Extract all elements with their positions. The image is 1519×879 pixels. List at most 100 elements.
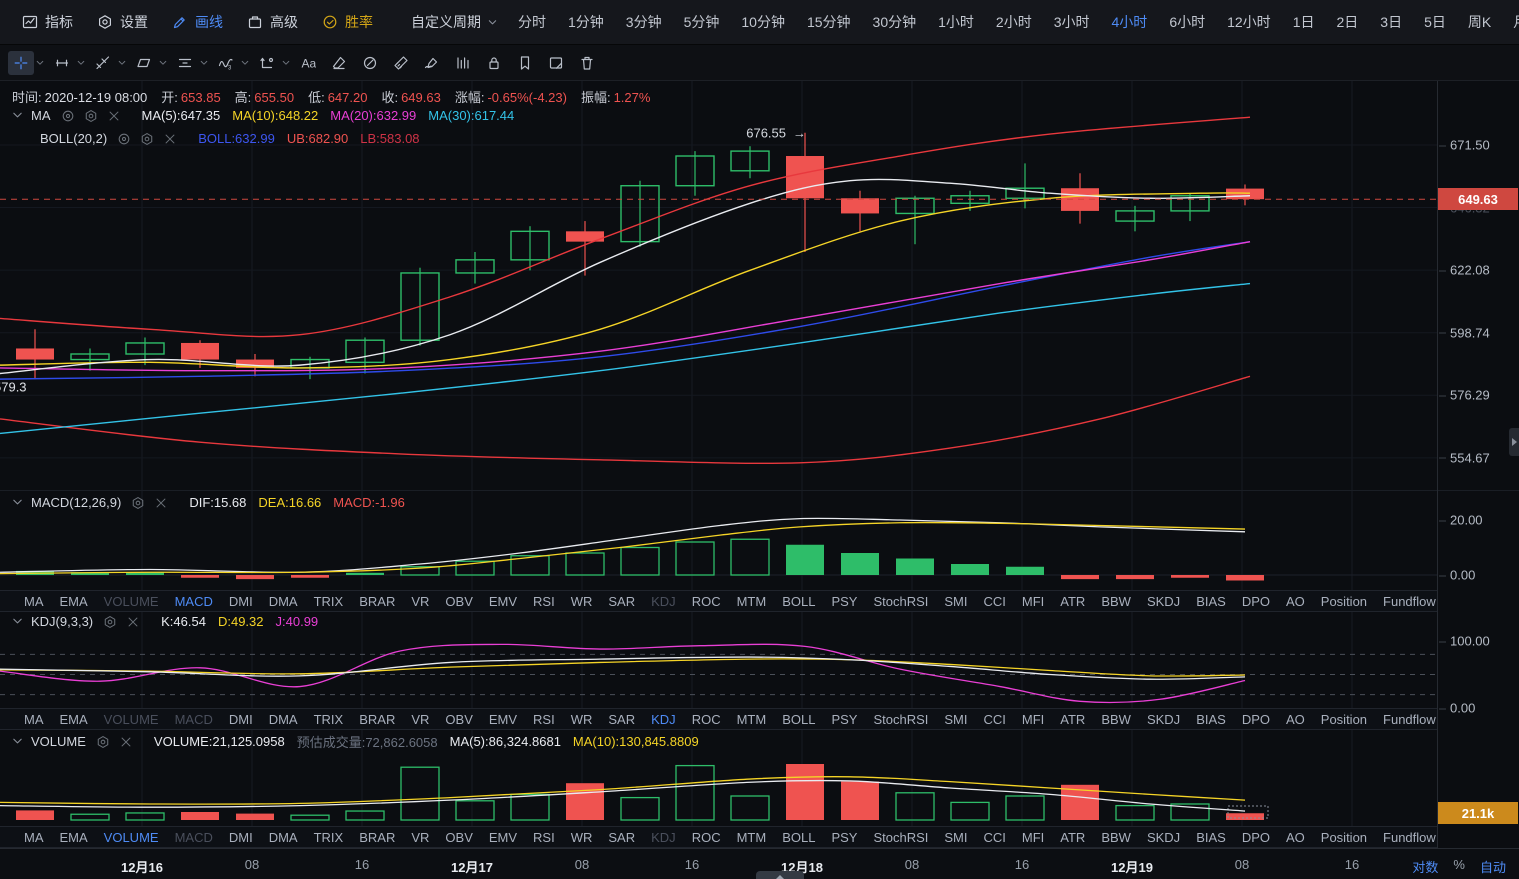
close-icon[interactable] [154,496,168,510]
dropdown-caret-icon[interactable] [159,59,167,67]
collapse-chevron-icon[interactable] [12,736,23,747]
tab-vr[interactable]: VR [411,593,430,609]
tab-ma[interactable]: MA [24,593,44,609]
collapse-chevron-icon[interactable] [12,497,23,508]
delete-tool[interactable] [574,51,600,75]
tab-volume[interactable]: VOLUME [103,829,159,845]
timeframe-月K[interactable]: 月K [1513,12,1519,32]
close-icon[interactable] [119,735,133,749]
freehand-tool[interactable] [419,51,445,75]
tab-vr[interactable]: VR [411,829,430,845]
tab-cci[interactable]: CCI [983,593,1006,609]
close-icon[interactable] [126,615,140,629]
tab-cci[interactable]: CCI [983,711,1006,727]
period-dropdown[interactable]: 自定义周期 [411,12,497,32]
dropdown-caret-icon[interactable] [77,59,85,67]
tab-brar[interactable]: BRAR [359,593,396,609]
tab-psy[interactable]: PSY [831,829,858,845]
tab-mfi[interactable]: MFI [1021,829,1045,845]
tab-smi[interactable]: SMI [944,711,968,727]
tab-bias[interactable]: BIAS [1196,829,1226,845]
tab-psy[interactable]: PSY [831,593,858,609]
parallel-lines-tool[interactable] [172,51,198,75]
tab-kdj[interactable]: KDJ [651,711,676,727]
macd-chart[interactable] [0,490,1437,590]
tab-trix[interactable]: TRIX [313,711,344,727]
tab-dma[interactable]: DMA [268,711,298,727]
tab-smi[interactable]: SMI [944,593,968,609]
tab-boll[interactable]: BOLL [782,829,816,845]
timeframe-3日[interactable]: 3日 [1380,14,1403,30]
tab-kdj[interactable]: KDJ [651,593,676,609]
tab-ema[interactable]: EMA [59,829,88,845]
tab-dmi[interactable]: DMI [228,593,253,609]
timeframe-10分钟[interactable]: 10分钟 [741,14,785,30]
tab-obv[interactable]: OBV [445,829,473,845]
timeframe-5分钟[interactable]: 5分钟 [683,14,720,30]
tab-sar[interactable]: SAR [608,711,636,727]
menu-winrate[interactable]: 胜率 [322,12,373,32]
pane-expand-handle[interactable] [1509,428,1519,456]
price-chart[interactable] [0,81,1437,490]
tab-rsi[interactable]: RSI [533,711,555,727]
dropdown-caret-icon[interactable] [282,59,290,67]
tab-stochrsi[interactable]: StochRSI [873,829,929,845]
tab-emv[interactable]: EMV [488,711,518,727]
tab-bias[interactable]: BIAS [1196,593,1226,609]
tab-dpo[interactable]: DPO [1241,593,1270,609]
tab-macd[interactable]: MACD [174,593,213,609]
tab-macd[interactable]: MACD [174,829,213,845]
scroll-to-recent-handle[interactable] [756,871,804,879]
timeframe-6小时[interactable]: 6小时 [1169,14,1206,30]
tab-wr[interactable]: WR [570,711,593,727]
tab-roc[interactable]: ROC [691,593,721,609]
tab-trix[interactable]: TRIX [313,829,344,845]
tab-mtm[interactable]: MTM [736,829,767,845]
tab-bbw[interactable]: BBW [1101,829,1131,845]
tab-ema[interactable]: EMA [59,593,88,609]
scale-control-对数[interactable]: 对数 [1412,860,1439,875]
close-icon[interactable] [107,109,121,123]
tab-skdj[interactable]: SKDJ [1146,593,1181,609]
wave-tool[interactable]: 3 [213,51,239,75]
settings-icon[interactable] [103,615,117,629]
tab-wr[interactable]: WR [570,829,593,845]
timeframe-周K[interactable]: 周K [1467,14,1492,30]
tab-atr[interactable]: ATR [1060,829,1086,845]
tab-rsi[interactable]: RSI [533,593,555,609]
tab-dma[interactable]: DMA [268,593,298,609]
tab-sar[interactable]: SAR [608,829,636,845]
tab-position[interactable]: Position [1320,711,1368,727]
kdj-chart[interactable] [0,612,1437,708]
tab-atr[interactable]: ATR [1060,711,1086,727]
visibility-icon[interactable] [117,132,131,146]
settings-icon[interactable] [84,109,98,123]
timeframe-1日[interactable]: 1日 [1292,14,1315,30]
settings-icon[interactable] [96,735,110,749]
timeframe-3小时[interactable]: 3小时 [1053,14,1090,30]
tab-bias[interactable]: BIAS [1196,711,1226,727]
eraser-tool[interactable] [326,51,352,75]
timeframe-2小时[interactable]: 2小时 [995,14,1032,30]
tab-obv[interactable]: OBV [445,711,473,727]
tab-sar[interactable]: SAR [608,593,636,609]
timeframe-1小时[interactable]: 1小时 [938,14,974,30]
tab-fundflow[interactable]: Fundflow [1383,829,1436,845]
text-tool[interactable]: Aa [295,51,321,75]
dropdown-caret-icon[interactable] [241,59,249,67]
timeframe-分时[interactable]: 分时 [518,14,546,30]
timeframe-2日[interactable]: 2日 [1336,14,1359,30]
crosshair-tool[interactable] [8,50,34,75]
timeframe-1分钟[interactable]: 1分钟 [568,14,604,30]
menu-briefcase[interactable]: 高级 [247,12,298,32]
tab-stochrsi[interactable]: StochRSI [873,593,929,609]
tab-brar[interactable]: BRAR [359,711,396,727]
bookmark-tool[interactable] [512,51,538,75]
tab-dpo[interactable]: DPO [1241,711,1270,727]
tab-dpo[interactable]: DPO [1241,829,1270,845]
pattern-tool[interactable] [450,51,476,75]
tab-atr[interactable]: ATR [1060,593,1086,609]
dropdown-caret-icon[interactable] [200,59,208,67]
visibility-icon[interactable] [61,109,75,123]
dropdown-caret-icon[interactable] [118,59,126,67]
